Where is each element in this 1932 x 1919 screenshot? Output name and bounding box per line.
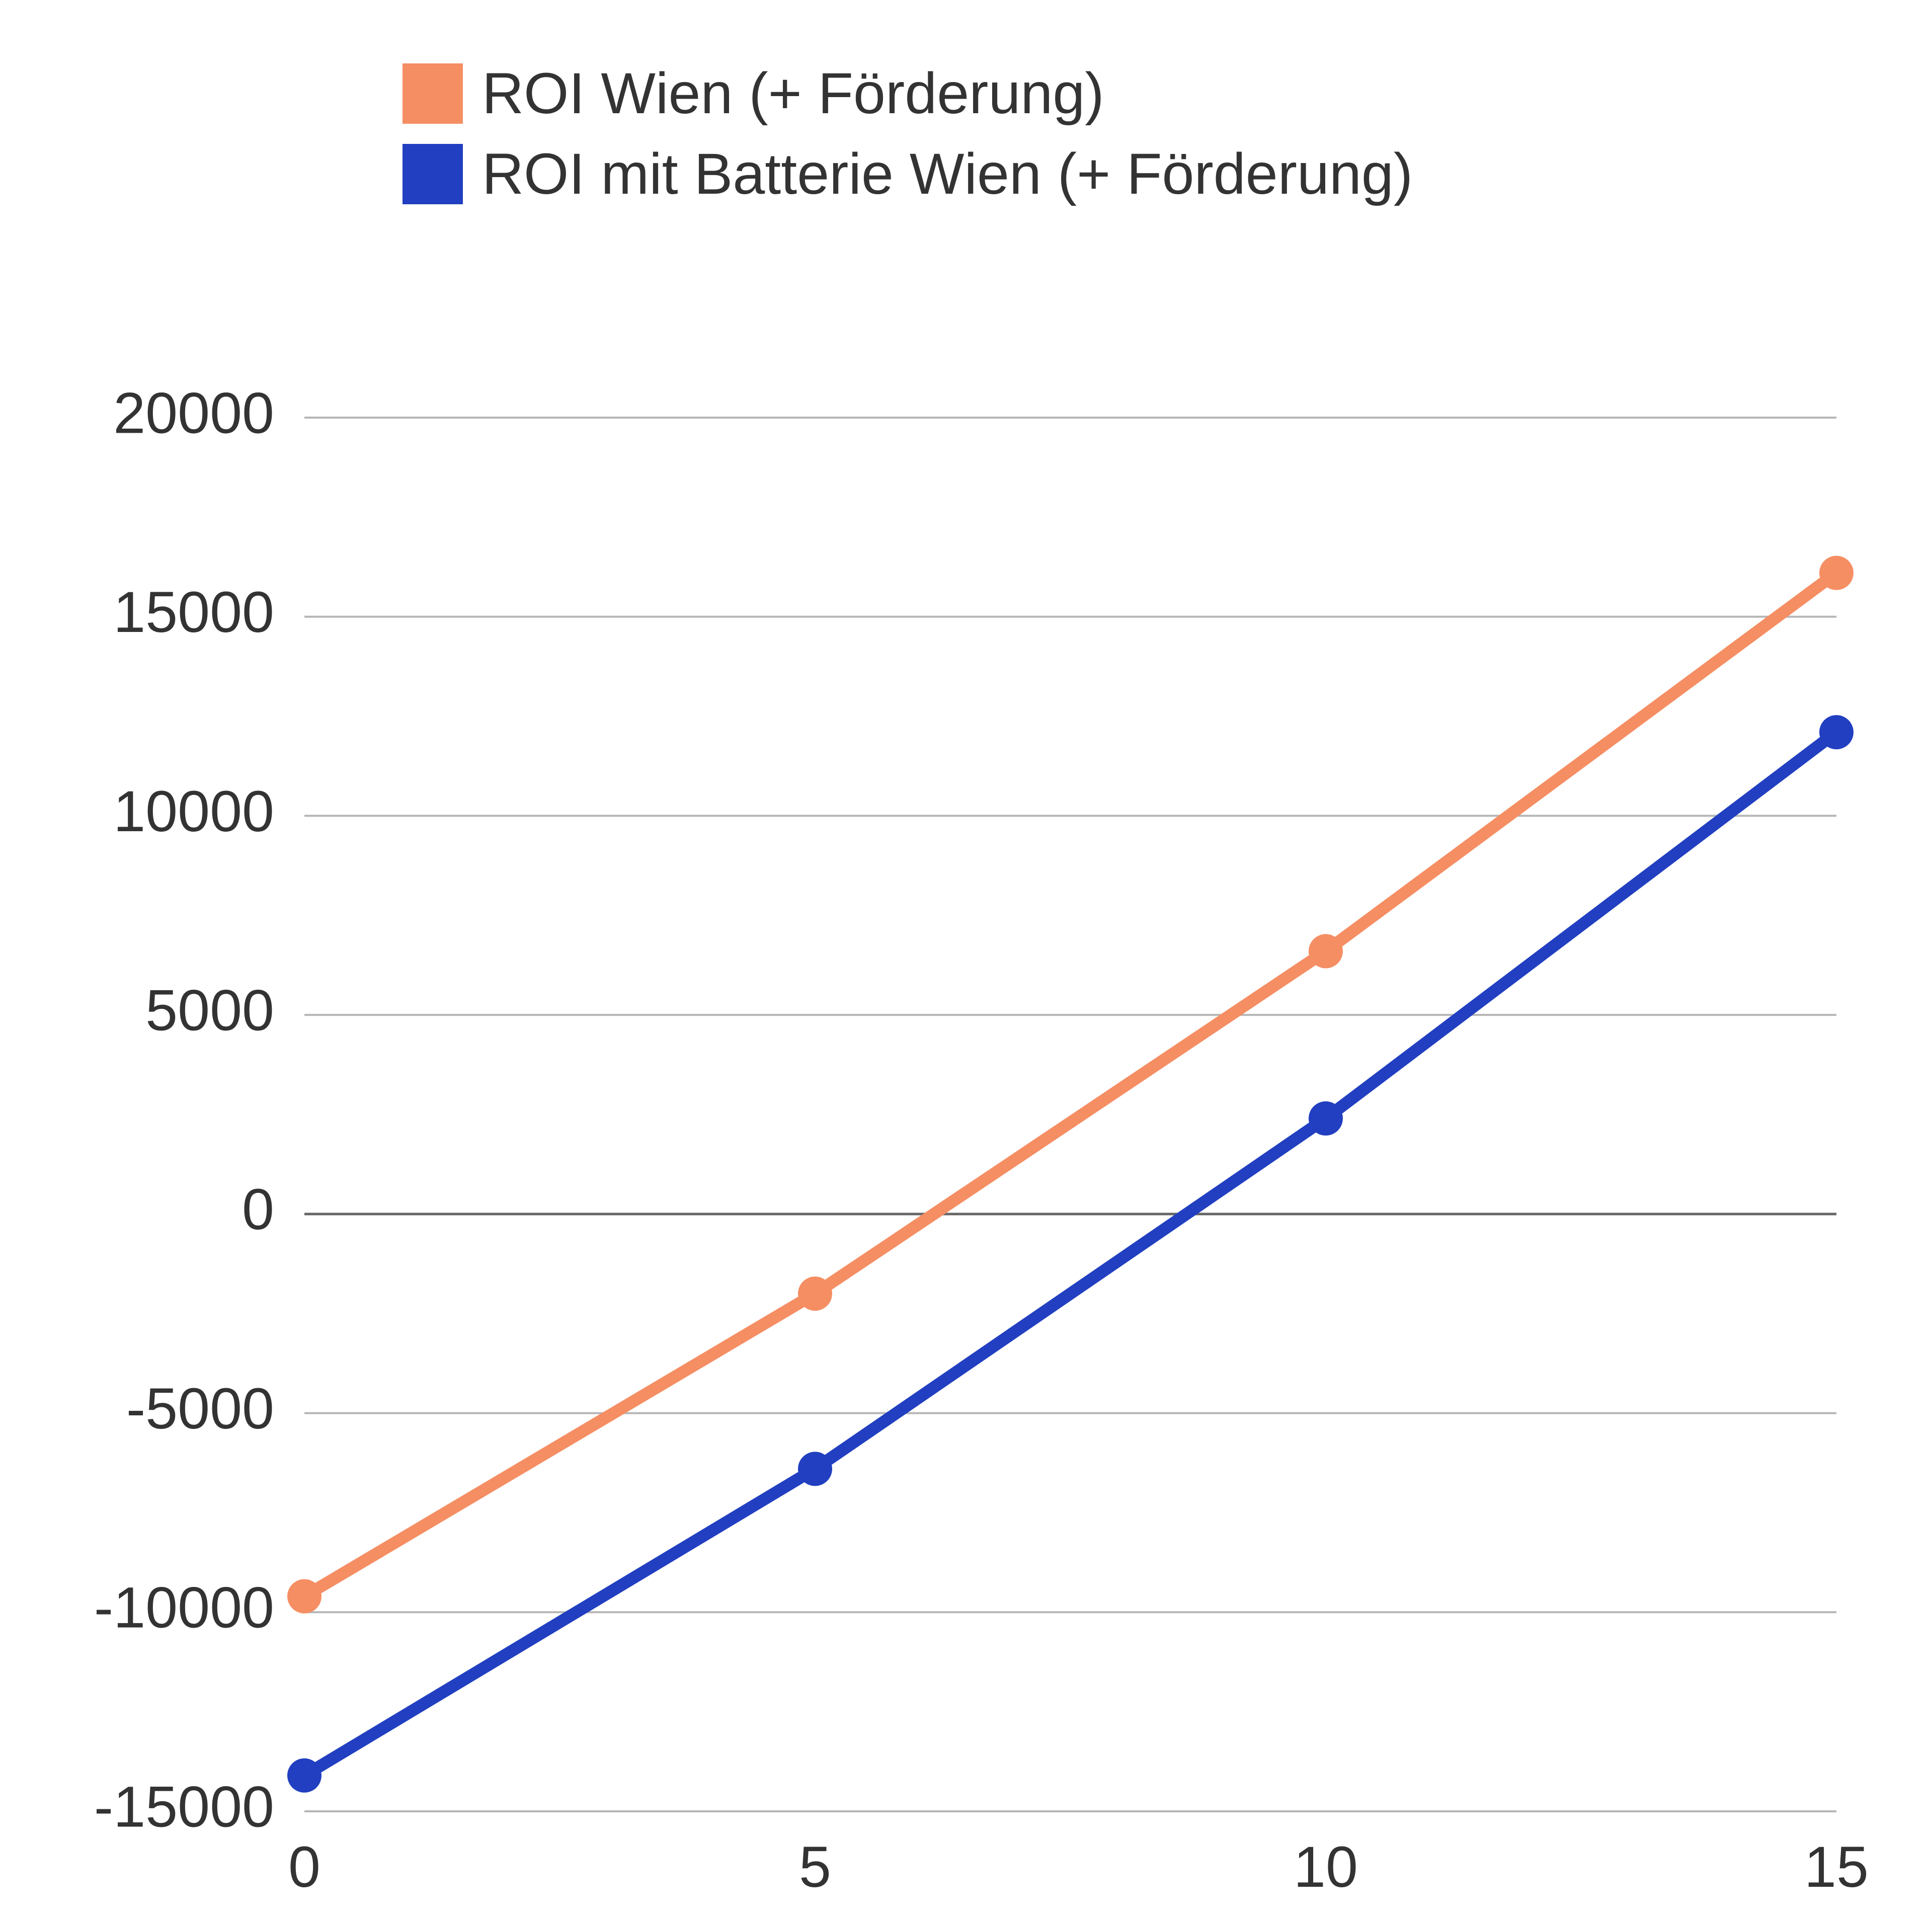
y-tick-label: 20000 bbox=[113, 381, 274, 445]
series-marker-1 bbox=[798, 1452, 832, 1486]
series-line-0 bbox=[304, 573, 1836, 1596]
series-marker-0 bbox=[1819, 556, 1854, 590]
y-tick-label: -10000 bbox=[94, 1576, 274, 1640]
y-tick-label: 0 bbox=[242, 1177, 274, 1242]
y-tick-label: -5000 bbox=[126, 1377, 274, 1441]
x-tick-label: 5 bbox=[799, 1835, 831, 1899]
y-tick-label: -15000 bbox=[94, 1775, 274, 1839]
series-marker-0 bbox=[287, 1579, 321, 1614]
chart-plot: -15000 -10000 -5000 0 5000 10000 15000 20000 0 5 1… bbox=[0, 0, 1932, 1919]
x-tick-label: 0 bbox=[288, 1835, 320, 1899]
series-marker-1 bbox=[1819, 715, 1854, 749]
y-tick-label: 15000 bbox=[113, 580, 274, 645]
series-marker-0 bbox=[798, 1276, 832, 1311]
y-tick-label: 5000 bbox=[145, 979, 274, 1043]
series-marker-1 bbox=[287, 1758, 321, 1793]
x-tick-label: 10 bbox=[1294, 1835, 1358, 1899]
series-marker-1 bbox=[1309, 1101, 1343, 1136]
roi-line-chart: ROI Wien (+ Förderung)ROI mit Batterie W… bbox=[0, 0, 1932, 1919]
series-line-1 bbox=[304, 732, 1836, 1776]
series-marker-0 bbox=[1309, 934, 1343, 969]
x-tick-label: 15 bbox=[1804, 1835, 1869, 1899]
y-tick-label: 10000 bbox=[113, 779, 274, 844]
